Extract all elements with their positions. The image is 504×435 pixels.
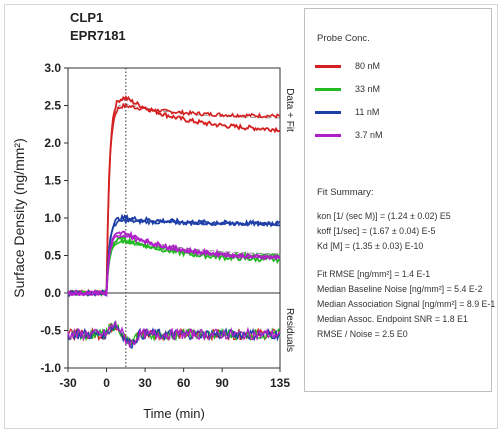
legend-swatch-33nm xyxy=(315,87,341,91)
legend-label-11nm: 11 nM xyxy=(355,107,380,117)
x-tick-label: 30 xyxy=(138,376,152,390)
figure-frame xyxy=(4,4,498,429)
residual-line-3-7-nm xyxy=(67,320,281,348)
series-line-80-nm-replicate xyxy=(67,102,281,297)
fit-endpoint-snr: Median Assoc. Endpoint SNR = 1.8 E1 xyxy=(317,314,468,324)
legend-item-80nm: 80 nM xyxy=(315,60,380,72)
fit-baseline-noise: Median Baseline Noise [ng/mm²] = 5.4 E-2 xyxy=(317,284,483,294)
x-axis-label: Time (min) xyxy=(143,406,205,421)
y-tick-label: 2.0 xyxy=(44,136,61,150)
legend-item-3-7nm: 3.7 nM xyxy=(315,129,383,141)
fit-association-signal: Median Association Signal [ng/mm²] = 8.9… xyxy=(317,299,496,309)
legend-swatch-3-7nm xyxy=(315,133,341,137)
chart-title: CLP1 xyxy=(70,10,103,25)
series-line-80-nm xyxy=(67,94,281,297)
x-tick-label: -30 xyxy=(59,376,77,390)
fit-summary-title: Fit Summary: xyxy=(317,187,374,198)
fit-kon: kon [1/ (sec M)] = (1.24 ± 0.02) E5 xyxy=(317,211,451,221)
y-tick-label: -1.0 xyxy=(40,361,61,375)
y-axis-label: Surface Density (ng/mm²) xyxy=(11,138,27,297)
fit-kd: Kd [M] = (1.35 ± 0.03) E-10 xyxy=(317,241,424,251)
y-tick-label: 3.0 xyxy=(44,61,61,75)
binding-kinetics-chart: CLP1 EPR7181 -1.0 -0.5 0.0 0.5 1.0 1.5 2.0 2.5 3.0… xyxy=(11,10,295,421)
fit-koff: koff [1/sec] = (1.67 ± 0.04) E-5 xyxy=(317,226,436,236)
x-tick-label: 135 xyxy=(270,376,290,390)
chart-subtitle: EPR7181 xyxy=(70,28,126,43)
x-tick-label: 60 xyxy=(177,376,191,390)
y-tick-label: 0.5 xyxy=(44,249,61,263)
legend-swatch-11nm xyxy=(315,110,341,114)
y-tick-label: 0.0 xyxy=(44,286,61,300)
y-tick-label: -0.5 xyxy=(40,324,61,338)
legend-item-33nm: 33 nM xyxy=(315,83,380,95)
x-tick-label: 90 xyxy=(216,376,230,390)
legend-label-80nm: 80 nM xyxy=(355,61,381,71)
y-tick-label: 1.5 xyxy=(44,174,61,188)
residuals-side-label: Residuals xyxy=(284,308,295,352)
legend-title: Probe Conc. xyxy=(317,33,370,44)
fit-rmse: Fit RMSE [ng/mm²] = 1.4 E-1 xyxy=(317,269,431,279)
legend-panel: Probe Conc. 80 nM 33 nM 11 nM 3.7 nM Fit… xyxy=(304,8,496,392)
y-tick-label: 2.5 xyxy=(44,99,61,113)
legend-label-3-7nm: 3.7 nM xyxy=(355,130,383,140)
x-tick-label: 0 xyxy=(103,376,110,390)
series-line-3-7-nm xyxy=(67,230,281,298)
fit-rmse-noise: RMSE / Noise = 2.5 E0 xyxy=(317,329,408,339)
y-tick-label: 1.0 xyxy=(44,211,61,225)
legend-label-33nm: 33 nM xyxy=(355,84,381,94)
fit-line-3-7-nm xyxy=(68,234,281,294)
fit-line-80-nm xyxy=(68,103,280,294)
legend-swatch-80nm xyxy=(315,64,341,68)
residual-line-11-nm xyxy=(67,321,281,349)
legend-item-11nm: 11 nM xyxy=(315,106,379,118)
data-fit-side-label: Data + Fit xyxy=(284,88,295,132)
